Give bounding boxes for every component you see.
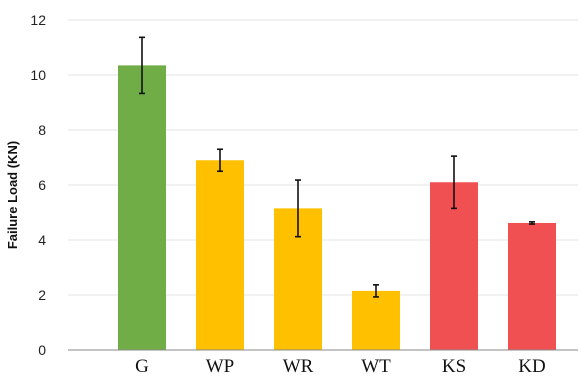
bar-kd [508,222,556,350]
error-bar-ks [451,155,457,210]
error-bar-kd [529,221,535,225]
error-bar-wp [217,148,223,173]
y-tick-labels: 0 2 4 6 8 10 12 [30,12,46,358]
y-axis-label: Failure Load (KN) [5,141,20,249]
x-tick-label: WT [361,356,391,376]
y-tick-label: 2 [38,287,46,303]
error-bar-wr [295,179,301,238]
x-tick-label: KS [442,356,466,376]
y-tick-label: 12 [30,12,46,28]
error-bar-wt [373,284,379,298]
error-bars [139,36,535,298]
y-tick-label: 0 [38,342,46,358]
error-bar-g [139,36,145,95]
bar-g [118,65,166,350]
x-tick-label: WP [206,356,235,376]
y-tick-label: 4 [38,232,46,248]
bar-wt [352,290,400,350]
x-tick-label: G [135,356,149,376]
y-tick-label: 10 [30,67,46,83]
x-tick-label: WR [283,356,314,376]
x-tick-labels: G WP WR WT KS KD [135,356,546,376]
bars [118,65,556,350]
y-tick-label: 6 [38,177,46,193]
bar-ks [430,182,478,350]
y-tick-label: 8 [38,122,46,138]
bar-wp [196,160,244,350]
x-tick-label: KD [518,356,545,376]
